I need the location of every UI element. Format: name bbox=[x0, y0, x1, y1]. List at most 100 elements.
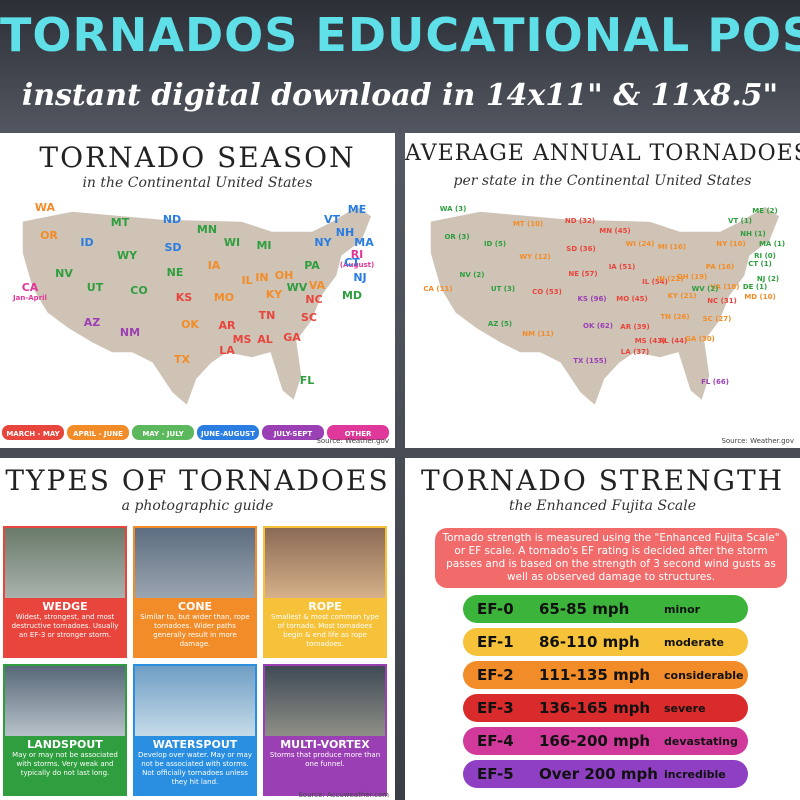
tornado-name: LANDSPOUT bbox=[27, 738, 103, 751]
tornado-desc: Smallest & most common type of tornado. … bbox=[270, 613, 380, 648]
state-label: ID bbox=[80, 236, 93, 249]
state-label: AZ bbox=[84, 316, 101, 329]
ef-level: EF-2 bbox=[477, 666, 514, 684]
ef-level: EF-4 bbox=[477, 732, 514, 750]
state-label: MT bbox=[111, 216, 130, 229]
state-label: TX (155) bbox=[573, 357, 607, 365]
state-label: NY bbox=[314, 236, 332, 249]
state-label: AL bbox=[257, 333, 273, 346]
ef-speed: 136-165 mph bbox=[539, 699, 651, 717]
state-label: MI (16) bbox=[658, 243, 686, 251]
state-label: TX bbox=[174, 353, 191, 366]
state-label: MA (1) bbox=[759, 240, 785, 248]
ef-damage: considerable bbox=[664, 668, 744, 682]
us-outline bbox=[21, 205, 373, 408]
ef-speed: Over 200 mph bbox=[539, 765, 658, 783]
subheadline: instant digital download in 14x11" & 11x… bbox=[21, 78, 779, 113]
panel-title: AVERAGE ANNUAL TORNADOES bbox=[405, 141, 800, 166]
state-label: AL (44) bbox=[659, 337, 687, 345]
legend-label: OTHER bbox=[345, 430, 372, 438]
state-label: ME bbox=[348, 203, 366, 216]
state-label: TN bbox=[259, 309, 276, 322]
state-label: RI bbox=[351, 248, 364, 261]
tornado-card: MULTI-VORTEX Storms that produce more tha… bbox=[263, 664, 387, 796]
legend-label: APRIL - JUNE bbox=[73, 430, 123, 438]
state-label: VA bbox=[309, 279, 326, 292]
us-outline bbox=[429, 205, 781, 408]
photo bbox=[135, 528, 255, 598]
panel-title: TORNADO STRENGTH bbox=[420, 464, 785, 497]
state-label: WA bbox=[35, 201, 56, 214]
state-label: IL (54) bbox=[642, 278, 668, 286]
state-label: NH (1) bbox=[740, 230, 765, 238]
legend-pill bbox=[197, 425, 259, 440]
state-label: WI (24) bbox=[626, 240, 655, 248]
ef-speed: 86-110 mph bbox=[539, 633, 640, 651]
state-label: GA bbox=[283, 331, 301, 344]
ef-level: EF-3 bbox=[477, 699, 514, 717]
tornado-card: LANDSPOUT May or may not be associated wi… bbox=[3, 664, 127, 796]
state-label: UT bbox=[87, 281, 104, 294]
state-label: MI bbox=[256, 239, 271, 252]
state-label: SC (27) bbox=[703, 315, 732, 323]
ef-speed: 166-200 mph bbox=[539, 732, 651, 750]
tornado-card: CONE Similar to, but wider than, rope tor… bbox=[133, 526, 257, 658]
state-label: NY (10) bbox=[716, 240, 746, 248]
state-label: MN (45) bbox=[599, 227, 630, 235]
state-label: IN (22) bbox=[656, 275, 683, 283]
legend-label: MARCH - MAY bbox=[6, 430, 60, 438]
ef-speed: 111-135 mph bbox=[539, 666, 651, 684]
state-label: KY (21) bbox=[667, 292, 696, 300]
state-label: WA (3) bbox=[440, 205, 467, 213]
tornado-desc: Widest, strongest, and most destructive … bbox=[11, 613, 119, 639]
photo bbox=[265, 528, 385, 598]
ef-damage: moderate bbox=[664, 635, 724, 649]
source: Source: Weather.gov bbox=[721, 437, 794, 445]
state-label: KY bbox=[266, 288, 284, 301]
photo bbox=[265, 666, 385, 736]
ef-row: EF-5 Over 200 mph incredible bbox=[463, 760, 748, 788]
state-label: CT (1) bbox=[748, 260, 772, 268]
state-label: KS bbox=[176, 291, 193, 304]
legend-pill bbox=[2, 425, 64, 440]
panel-subtitle: a photographic guide bbox=[121, 498, 274, 514]
panel-subtitle: in the Continental United States bbox=[82, 175, 313, 191]
state-label: NV bbox=[55, 267, 73, 280]
state-label: TN (26) bbox=[660, 313, 689, 321]
state-label: ID (5) bbox=[484, 240, 506, 248]
map: WA (3) OR (3) CA (11) NV (2) ID (5) MT (10) WY… bbox=[423, 205, 785, 408]
legend-label: JUNE-AUGUST bbox=[200, 430, 255, 438]
state-label: VT bbox=[324, 213, 341, 226]
tornado-card: WATERSPOUT Develop over water. May or may… bbox=[133, 664, 257, 796]
state-label: NV (2) bbox=[460, 271, 485, 279]
state-label: WV bbox=[287, 281, 308, 294]
tornado-name: WEDGE bbox=[42, 600, 88, 613]
tornado-desc: Develop over water. May or may not be as… bbox=[138, 751, 252, 786]
ef-damage: minor bbox=[664, 602, 701, 616]
state-label: MD bbox=[342, 289, 362, 302]
state-label: IA bbox=[208, 259, 221, 272]
state-label: SD bbox=[164, 241, 181, 254]
strength-panel: TORNADO STRENGTH the Enhanced Fujita Sca… bbox=[405, 458, 800, 800]
state-label: LA bbox=[219, 344, 235, 357]
state-label: NE (57) bbox=[568, 270, 597, 278]
state-label: GA (30) bbox=[685, 335, 715, 343]
state-label: DE (1) bbox=[743, 283, 767, 291]
state-label: ME (2) bbox=[752, 207, 777, 215]
ef-damage: incredible bbox=[664, 767, 726, 781]
source: Source: Weather.gov bbox=[316, 437, 389, 445]
state-label: MO bbox=[214, 291, 234, 304]
state-label: NM bbox=[120, 326, 140, 339]
state-label: AZ (5) bbox=[488, 320, 512, 328]
state-label: CA bbox=[22, 281, 39, 294]
state-label: UT (3) bbox=[491, 285, 515, 293]
state-label: IA (51) bbox=[609, 263, 636, 271]
state-label: AR bbox=[219, 319, 237, 332]
state-label: CO (53) bbox=[532, 288, 562, 296]
legend-pill bbox=[132, 425, 194, 440]
panel-title: TYPES OF TORNADOES bbox=[5, 464, 390, 497]
state-label: ND bbox=[163, 213, 181, 226]
